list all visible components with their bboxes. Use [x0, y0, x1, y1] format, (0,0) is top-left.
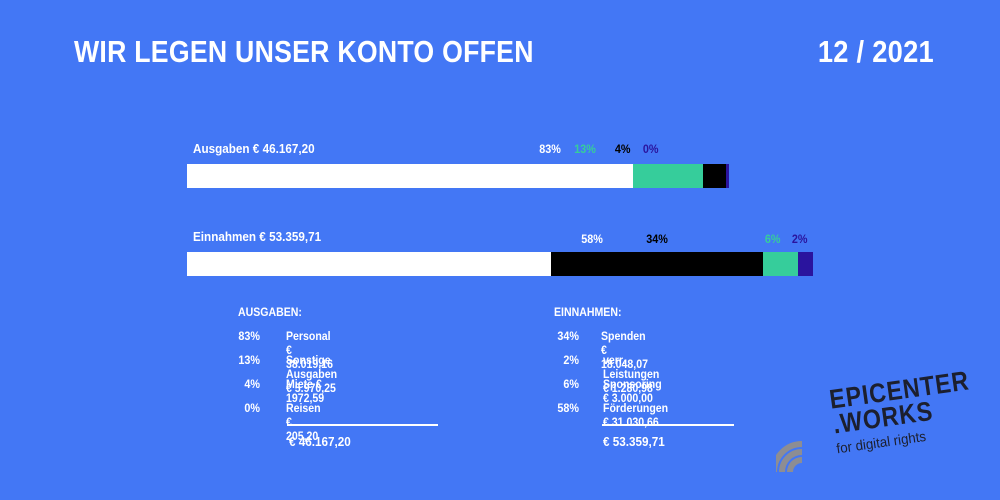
- total-divider: [287, 424, 438, 426]
- pct-label-ausgaben-personal: 83%: [539, 142, 561, 156]
- pct-label-einnahmen-spenden: 34%: [646, 232, 668, 246]
- page-title: WIR LEGEN UNSER KONTO OFFEN: [74, 34, 534, 69]
- breakdown-label: Förderungen € 31.030,66: [603, 401, 669, 429]
- pct-label-ausgaben-sonstige: 13%: [574, 142, 596, 156]
- pct-label-einnahmen-sponsoring: 6%: [764, 232, 781, 246]
- bar-label-einnahmen: Einnahmen € 53.359,71: [193, 229, 322, 244]
- logo-text: EPICENTER .WORKS for digital rights: [828, 365, 1000, 456]
- breakdown-pct: 4%: [244, 377, 260, 391]
- breakdown-label: Spenden € 18.048,07: [601, 329, 648, 371]
- epicenter-works-logo: EPICENTER .WORKS for digital rights: [776, 365, 976, 488]
- breakdown-pct: 0%: [244, 401, 260, 415]
- breakdown-heading-ausgaben: AUSGABEN:: [238, 305, 302, 319]
- pct-label-ausgaben-reisen: 0%: [642, 142, 659, 156]
- bar-segment-miete: [703, 164, 727, 188]
- breakdown-pct: 6%: [563, 377, 579, 391]
- breakdown-label: Personal € 38.019,16: [286, 329, 333, 371]
- pct-label-einnahmen-foerderungen: 58%: [581, 232, 603, 246]
- bar-segment-sonstige-ausgaben: [633, 164, 704, 188]
- breakdown-label: verr. Leistungen € 1.280,98: [603, 353, 660, 395]
- bar-segment-verr-leistungen: [797, 252, 813, 276]
- pct-label-einnahmen-leistungen: 2%: [791, 232, 808, 246]
- bar-einnahmen: [187, 252, 813, 276]
- breakdown-total-ausgaben: € 46.167,20: [289, 434, 351, 449]
- period-date: 12 / 2021: [817, 34, 934, 69]
- wifi-signal-icon: [776, 441, 803, 473]
- bar-segment-personal: [187, 164, 634, 188]
- breakdown-label: Sonstige Ausgaben € 5.970,25: [286, 353, 338, 395]
- breakdown-label: Reisen € 205,20: [286, 401, 321, 443]
- breakdown-pct: 34%: [557, 329, 579, 343]
- bar-segment-sponsoring: [762, 252, 798, 276]
- breakdown-heading-einnahmen: EINNAHMEN:: [554, 305, 622, 319]
- bar-segment-spenden: [551, 252, 763, 276]
- bar-ausgaben: [187, 164, 729, 188]
- bar-segment-förderungen: [187, 252, 552, 276]
- breakdown-label: Miete € 1972,59: [286, 377, 325, 405]
- breakdown-label: Sponsoring € 3.000,00: [603, 377, 662, 405]
- breakdown-pct: 13%: [238, 353, 260, 367]
- breakdown-pct: 58%: [557, 401, 579, 415]
- bar-label-ausgaben: Ausgaben € 46.167,20: [193, 141, 315, 156]
- pct-label-ausgaben-miete: 4%: [614, 142, 631, 156]
- breakdown-total-einnahmen: € 53.359,71: [603, 434, 665, 449]
- total-divider: [602, 424, 734, 426]
- breakdown-pct: 2%: [563, 353, 579, 367]
- breakdown-pct: 83%: [238, 329, 260, 343]
- bar-segment-reisen: [726, 164, 729, 188]
